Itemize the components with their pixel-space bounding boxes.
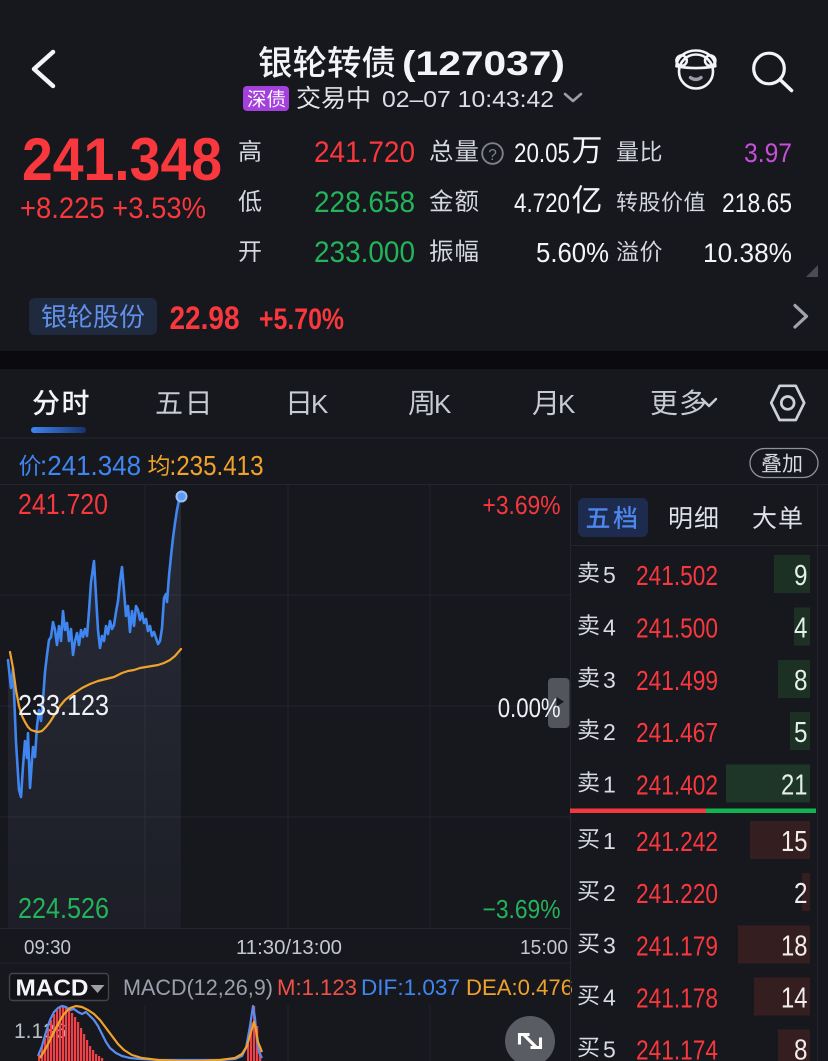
svg-text:8: 8 (794, 1035, 808, 1061)
svg-text:5.60%: 5.60% (536, 237, 609, 268)
svg-text:241.720: 241.720 (18, 489, 108, 521)
svg-text:DEA:0.476: DEA:0.476 (466, 975, 573, 1000)
svg-text:K: K (434, 389, 452, 419)
svg-text:2: 2 (794, 878, 808, 910)
svg-text:22.98: 22.98 (170, 300, 240, 336)
svg-text:224.526: 224.526 (18, 893, 109, 925)
svg-text:K: K (558, 389, 576, 419)
svg-text:233.123: 233.123 (18, 690, 109, 722)
svg-text:9: 9 (794, 560, 808, 592)
svg-text:241.174: 241.174 (636, 1035, 718, 1061)
svg-text:10.38%: 10.38% (703, 238, 792, 268)
svg-text:8: 8 (794, 665, 808, 697)
svg-text:4: 4 (603, 615, 616, 641)
svg-text:20.05: 20.05 (514, 138, 570, 168)
svg-text:+5.70%: +5.70% (259, 303, 344, 336)
svg-text:3: 3 (603, 933, 616, 959)
svg-text:241.500: 241.500 (636, 613, 718, 644)
svg-text:+3.69%: +3.69% (483, 490, 561, 520)
svg-text:MACD: MACD (16, 975, 89, 1001)
svg-text:K: K (311, 389, 329, 419)
svg-text:228.658: 228.658 (314, 186, 415, 219)
svg-text:MACD(12,26,9): MACD(12,26,9) (123, 975, 273, 1000)
svg-text:241.220: 241.220 (636, 878, 718, 909)
svg-text:21: 21 (781, 770, 808, 802)
svg-text::235.413: :235.413 (170, 450, 264, 481)
svg-text:2: 2 (603, 719, 616, 745)
svg-text:1: 1 (603, 772, 616, 798)
svg-text:5: 5 (603, 562, 616, 588)
svg-text:241.720: 241.720 (314, 136, 415, 169)
svg-text:15: 15 (781, 826, 808, 858)
svg-text:4.720: 4.720 (514, 188, 570, 218)
svg-text:241.467: 241.467 (636, 717, 718, 748)
svg-text:+8.225 +3.53%: +8.225 +3.53% (20, 192, 206, 225)
svg-text:241.179: 241.179 (636, 931, 718, 962)
svg-text:1: 1 (603, 828, 616, 854)
svg-text:18: 18 (781, 931, 808, 963)
svg-text:241.348: 241.348 (22, 126, 222, 193)
svg-text:5: 5 (603, 1037, 616, 1061)
svg-text:2: 2 (603, 880, 616, 906)
svg-text:−3.69%: −3.69% (483, 894, 561, 924)
svg-text:3: 3 (603, 667, 616, 693)
svg-text:DIF:1.037: DIF:1.037 (361, 975, 460, 1000)
svg-text:0.00%: 0.00% (498, 693, 561, 723)
svg-text:M:1.123: M:1.123 (277, 975, 357, 1000)
svg-text:233.000: 233.000 (314, 236, 415, 269)
svg-text:?: ? (488, 147, 497, 164)
svg-text:241.178: 241.178 (636, 983, 718, 1014)
svg-text:241.499: 241.499 (636, 665, 718, 696)
svg-text:(127037): (127037) (402, 45, 565, 83)
svg-text:15:00: 15:00 (520, 937, 568, 959)
svg-text:02–07 10:43:42: 02–07 10:43:42 (382, 86, 554, 112)
svg-text:241.502: 241.502 (636, 560, 718, 591)
svg-text:11:30/13:00: 11:30/13:00 (236, 937, 342, 959)
svg-text:14: 14 (781, 983, 808, 1015)
svg-text::241.348: :241.348 (40, 450, 141, 481)
svg-text:5: 5 (794, 717, 808, 749)
svg-text:218.65: 218.65 (722, 188, 792, 218)
svg-text:241.402: 241.402 (636, 770, 718, 801)
svg-text:4: 4 (794, 613, 808, 645)
svg-text:09:30: 09:30 (24, 937, 71, 959)
svg-text:3.97: 3.97 (744, 138, 792, 168)
svg-text:4: 4 (603, 985, 616, 1011)
svg-text:241.242: 241.242 (636, 826, 718, 857)
